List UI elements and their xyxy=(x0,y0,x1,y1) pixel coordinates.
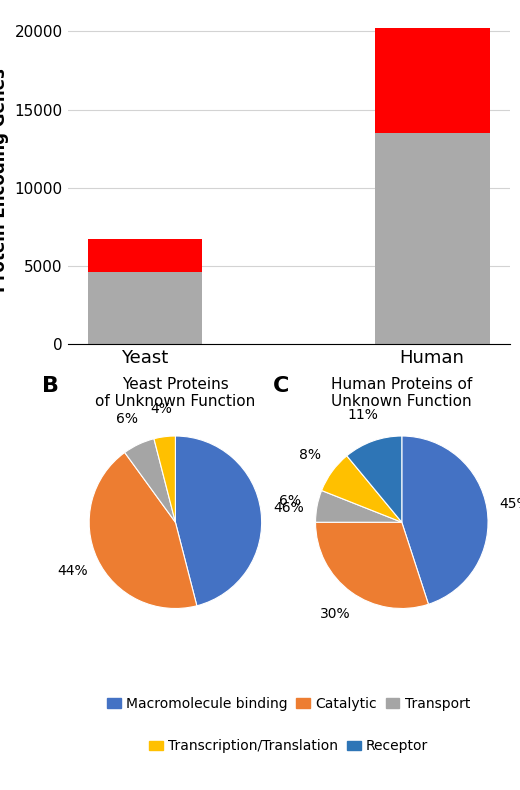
Bar xyxy=(375,28,489,133)
Text: 46%: 46% xyxy=(273,501,304,515)
Wedge shape xyxy=(316,522,428,608)
Wedge shape xyxy=(316,491,402,522)
Wedge shape xyxy=(154,436,175,522)
Title: Human Proteins of
Unknown Function: Human Proteins of Unknown Function xyxy=(331,377,473,409)
Y-axis label: Protein Encoding Genes: Protein Encoding Genes xyxy=(0,68,9,292)
Text: B: B xyxy=(42,375,59,396)
Wedge shape xyxy=(175,436,262,606)
Text: 4%: 4% xyxy=(150,402,172,416)
Bar xyxy=(88,239,202,272)
Text: 8%: 8% xyxy=(298,449,321,462)
Wedge shape xyxy=(321,456,402,522)
Text: 6%: 6% xyxy=(116,412,138,427)
Text: C: C xyxy=(272,375,289,396)
Legend: Transcription/Translation, Receptor: Transcription/Translation, Receptor xyxy=(144,734,434,759)
Wedge shape xyxy=(347,436,402,522)
Wedge shape xyxy=(89,453,197,608)
Wedge shape xyxy=(125,438,175,522)
Wedge shape xyxy=(402,436,488,604)
Text: 6%: 6% xyxy=(279,494,301,508)
Text: 44%: 44% xyxy=(57,564,88,577)
Title: Yeast Proteins
of Unknown Function: Yeast Proteins of Unknown Function xyxy=(95,377,255,409)
Text: 30%: 30% xyxy=(320,608,350,622)
Bar xyxy=(88,272,202,344)
Text: 45%: 45% xyxy=(499,498,520,511)
Bar xyxy=(375,133,489,344)
Text: 11%: 11% xyxy=(348,408,379,422)
